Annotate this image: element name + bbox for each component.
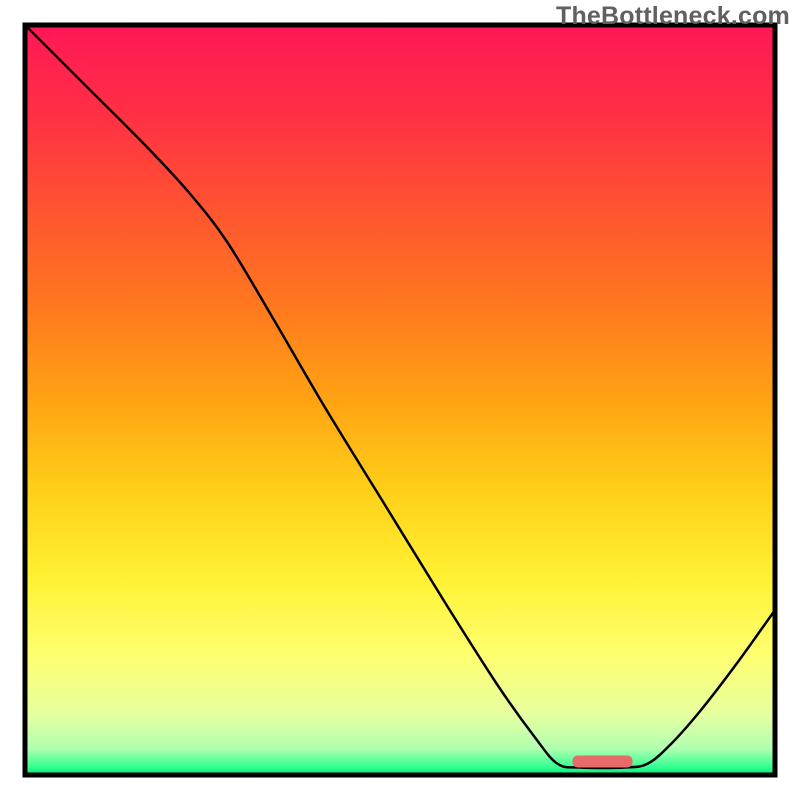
- chart-canvas: [0, 0, 800, 800]
- optimal-marker: [573, 756, 633, 768]
- bottleneck-chart: TheBottleneck.com: [0, 0, 800, 800]
- watermark-text: TheBottleneck.com: [556, 2, 790, 31]
